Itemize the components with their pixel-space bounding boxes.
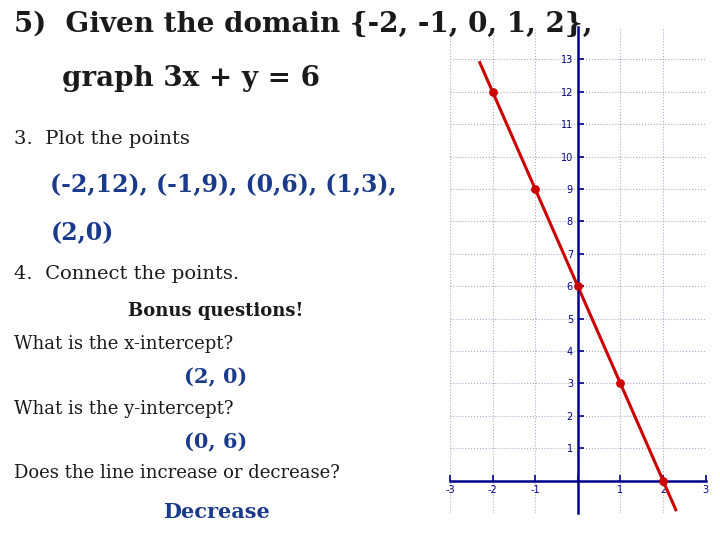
Text: 5)  Given the domain {-2, -1, 0, 1, 2},: 5) Given the domain {-2, -1, 0, 1, 2}, [14, 11, 593, 38]
Text: What is the x-intercept?: What is the x-intercept? [14, 335, 233, 353]
Text: Does the line increase or decrease?: Does the line increase or decrease? [14, 464, 341, 482]
Text: (2,0): (2,0) [50, 221, 114, 245]
Text: 4.  Connect the points.: 4. Connect the points. [14, 265, 240, 282]
Point [572, 282, 583, 291]
Text: What is the y-intercept?: What is the y-intercept? [14, 400, 234, 417]
Text: (-2,12), (-1,9), (0,6), (1,3),: (-2,12), (-1,9), (0,6), (1,3), [50, 173, 397, 197]
Text: graph 3x + y = 6: graph 3x + y = 6 [14, 65, 320, 92]
Text: Decrease: Decrease [163, 502, 269, 522]
Text: Bonus questions!: Bonus questions! [128, 302, 304, 320]
Text: (0, 6): (0, 6) [184, 432, 248, 452]
Text: (2, 0): (2, 0) [184, 367, 248, 387]
Point [657, 476, 669, 485]
Text: 3.  Plot the points: 3. Plot the points [14, 130, 190, 147]
Point [529, 185, 541, 193]
Point [615, 379, 626, 388]
Point [487, 87, 498, 96]
